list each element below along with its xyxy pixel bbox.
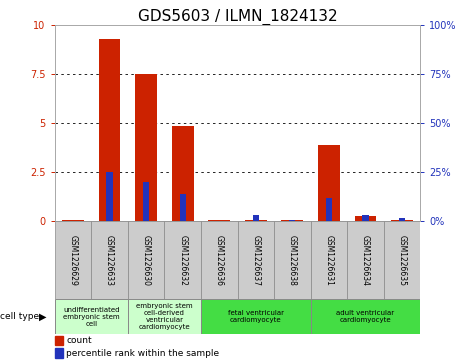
Text: GSM1226634: GSM1226634 bbox=[361, 235, 370, 286]
Text: count: count bbox=[66, 336, 92, 345]
Bar bbox=[91, 221, 128, 299]
Bar bbox=[164, 221, 201, 299]
Text: GSM1226631: GSM1226631 bbox=[324, 235, 333, 286]
Text: GSM1226633: GSM1226633 bbox=[105, 235, 114, 286]
Bar bbox=[347, 221, 384, 299]
Bar bbox=[55, 221, 91, 299]
Title: GDS5603 / ILMN_1824132: GDS5603 / ILMN_1824132 bbox=[138, 9, 337, 25]
Bar bbox=[106, 172, 113, 221]
Bar bbox=[201, 221, 238, 299]
Bar bbox=[55, 299, 128, 334]
Bar bbox=[399, 219, 405, 221]
Bar bbox=[391, 220, 413, 221]
Bar bbox=[55, 348, 63, 358]
Bar bbox=[245, 220, 267, 221]
Bar bbox=[274, 221, 311, 299]
Bar bbox=[362, 215, 369, 221]
Bar bbox=[128, 221, 164, 299]
Text: undifferentiated
embryonic stem
cell: undifferentiated embryonic stem cell bbox=[63, 307, 120, 327]
Bar bbox=[62, 220, 84, 221]
Bar bbox=[55, 336, 63, 346]
Bar bbox=[180, 194, 186, 221]
Text: GSM1226637: GSM1226637 bbox=[251, 235, 260, 286]
Bar bbox=[98, 39, 121, 221]
Bar bbox=[238, 221, 274, 299]
Text: GSM1226638: GSM1226638 bbox=[288, 235, 297, 286]
Bar bbox=[208, 220, 230, 221]
Bar bbox=[311, 221, 347, 299]
Text: adult ventricular
cardiomyocyte: adult ventricular cardiomyocyte bbox=[336, 310, 395, 323]
Bar bbox=[201, 299, 311, 334]
Text: ▶: ▶ bbox=[39, 312, 47, 322]
Text: GSM1226635: GSM1226635 bbox=[398, 235, 407, 286]
Text: GSM1226629: GSM1226629 bbox=[68, 235, 77, 286]
Bar bbox=[128, 299, 201, 334]
Text: cell type: cell type bbox=[0, 312, 39, 321]
Text: GSM1226636: GSM1226636 bbox=[215, 235, 224, 286]
Text: fetal ventricular
cardiomyocyte: fetal ventricular cardiomyocyte bbox=[228, 310, 284, 323]
Text: GSM1226630: GSM1226630 bbox=[142, 235, 151, 286]
Bar bbox=[281, 220, 304, 221]
Bar bbox=[253, 215, 259, 221]
Bar bbox=[354, 216, 377, 221]
Bar bbox=[384, 221, 420, 299]
Bar bbox=[318, 145, 340, 221]
Bar bbox=[326, 198, 332, 221]
Bar bbox=[311, 299, 420, 334]
Text: embryonic stem
cell-derived
ventricular
cardiomyocyte: embryonic stem cell-derived ventricular … bbox=[136, 303, 193, 330]
Bar bbox=[135, 74, 157, 221]
Bar bbox=[143, 182, 149, 221]
Bar bbox=[289, 220, 295, 221]
Text: percentile rank within the sample: percentile rank within the sample bbox=[66, 349, 219, 358]
Text: GSM1226632: GSM1226632 bbox=[178, 235, 187, 286]
Bar bbox=[171, 126, 194, 221]
